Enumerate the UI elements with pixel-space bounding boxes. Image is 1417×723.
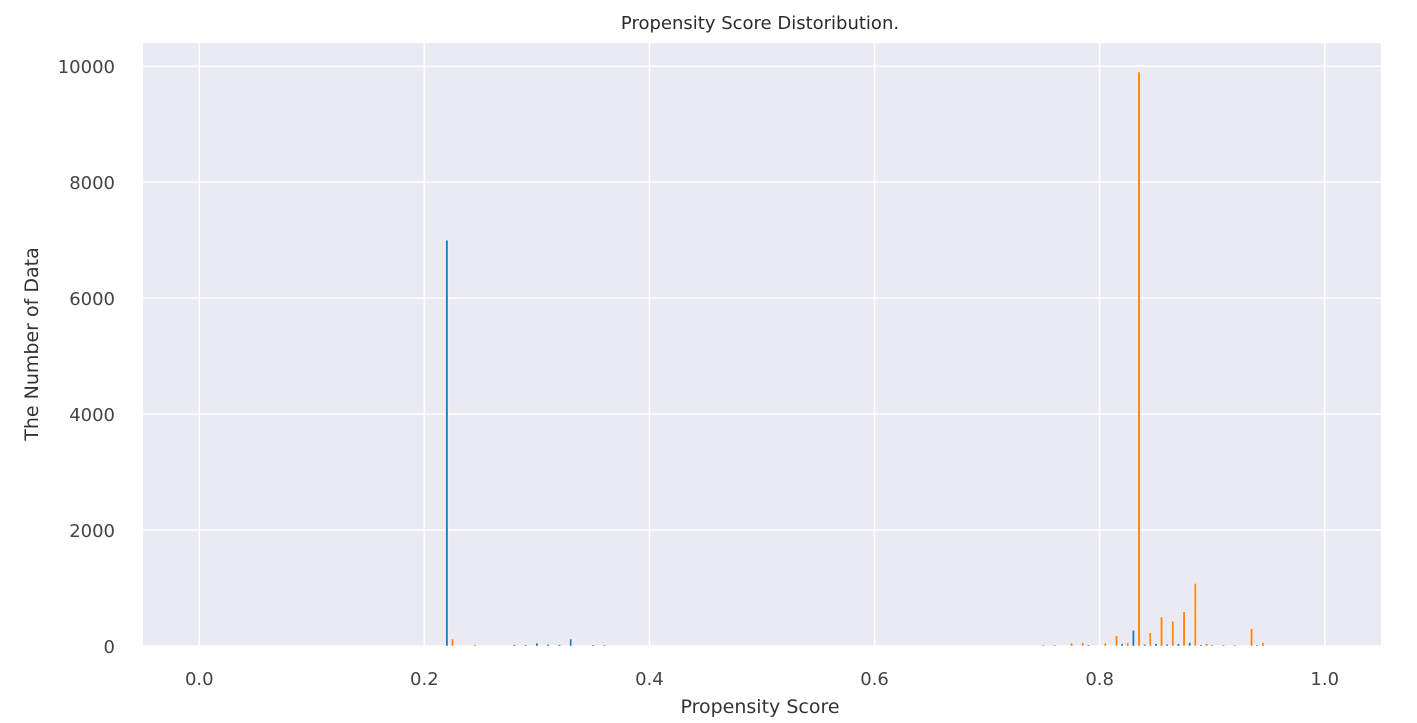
histogram-bar-series-1 — [1255, 644, 1259, 647]
histogram-bar-series-1 — [1042, 644, 1045, 647]
histogram-bar-series-1 — [1154, 643, 1158, 647]
histogram-bar-series-1 — [1132, 630, 1135, 647]
grid-lines — [143, 43, 1381, 647]
x-tick-label: 0.8 — [1085, 669, 1114, 690]
histogram-bar-series-2 — [1103, 642, 1107, 647]
x-tick-label: 0.2 — [410, 669, 439, 690]
histogram-bar-series-2 — [1126, 642, 1130, 647]
histogram-bar-series-1 — [1120, 643, 1124, 647]
histogram-bar-series-2 — [1182, 611, 1186, 647]
histogram-bar-series-1 — [546, 644, 550, 647]
histogram-bar-series-1 — [1199, 644, 1203, 647]
histogram-bar-series-2 — [1261, 642, 1265, 647]
histogram-bar-series-1 — [1233, 644, 1237, 647]
histogram-bar-series-1 — [1087, 644, 1090, 647]
y-tick-label: 8000 — [69, 173, 115, 194]
histogram-bar-series-2 — [1171, 620, 1175, 647]
x-tick-label: 0.4 — [635, 669, 664, 690]
histogram-bar-series-2 — [1081, 642, 1085, 647]
histogram-bar-series-2 — [1148, 632, 1152, 647]
x-tick-labels: 0.0 0.2 0.4 0.6 0.8 1.0 — [185, 669, 1339, 690]
histogram-bar-series-2 — [1205, 643, 1208, 647]
histogram-bar-series-2 — [1250, 628, 1253, 647]
x-tick-label: 0.0 — [185, 669, 214, 690]
histogram-bar-series-2 — [451, 638, 454, 647]
plot-background — [143, 43, 1381, 646]
histogram-bar-series-2 — [1115, 635, 1118, 647]
bars-group — [445, 71, 1265, 647]
x-axis-label: Propensity Score — [680, 696, 839, 718]
histogram-bar-series-2 — [1193, 583, 1197, 647]
histogram-bar-series-1 — [558, 644, 561, 647]
y-tick-labels: 0 2000 4000 6000 8000 10000 — [58, 57, 115, 658]
y-tick-label: 6000 — [69, 289, 115, 310]
y-tick-label: 4000 — [69, 405, 115, 426]
histogram-bar-series-2 — [1070, 642, 1073, 647]
histogram-bar-series-1 — [569, 638, 572, 647]
histogram-bar-series-2 — [1137, 71, 1141, 647]
histogram-bar-series-2 — [473, 644, 477, 647]
x-tick-label: 1.0 — [1310, 669, 1339, 690]
histogram-bar-series-1 — [1143, 644, 1146, 647]
histogram-bar-series-1 — [513, 644, 516, 647]
y-axis-label: The Number of Data — [21, 247, 43, 441]
histogram-bar-series-1 — [445, 239, 449, 647]
histogram-bar-series-1 — [1222, 644, 1225, 647]
y-tick-label: 2000 — [69, 521, 115, 542]
histogram-bar-series-1 — [524, 644, 527, 647]
histogram-bar-series-1 — [535, 642, 539, 647]
histogram-bar-series-1 — [1177, 643, 1180, 647]
y-tick-label: 0 — [104, 637, 115, 658]
histogram-bar-series-1 — [1053, 644, 1056, 647]
x-tick-label: 0.6 — [860, 669, 889, 690]
histogram-bar-series-1 — [591, 644, 595, 647]
histogram-bar-series-1 — [1165, 644, 1169, 647]
histogram-bar-series-1 — [1188, 642, 1191, 647]
y-tick-label: 10000 — [58, 57, 115, 78]
histogram-bar-series-1 — [603, 644, 606, 647]
chart-title: Propensity Score Distoribution. — [621, 13, 899, 34]
histogram-bar-series-1 — [1210, 644, 1214, 647]
histogram-bar-series-2 — [1160, 616, 1163, 647]
